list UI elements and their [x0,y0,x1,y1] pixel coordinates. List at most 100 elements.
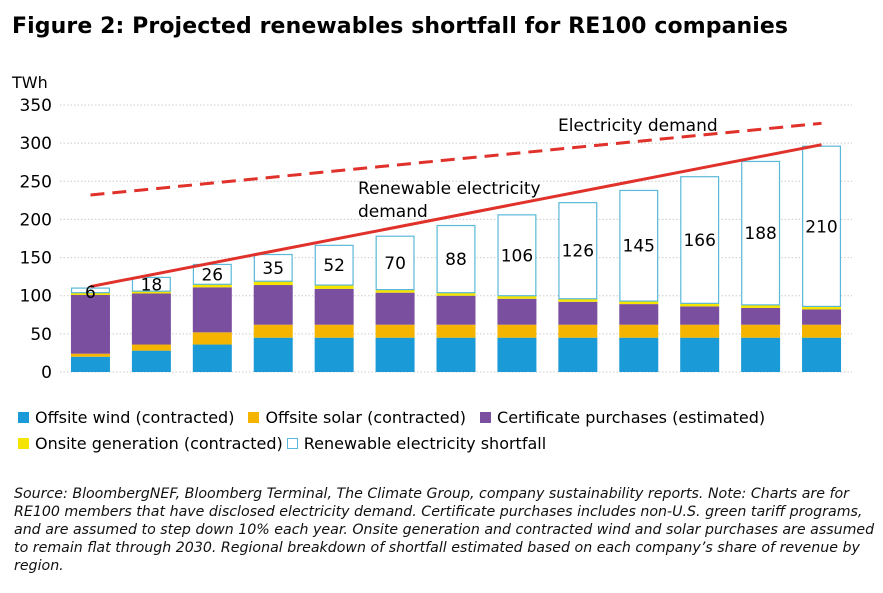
legend-label-shortfall: Renewable electricity shortfall [303,433,547,453]
shortfall-data-label: 126 [562,242,594,262]
bar-segment [70,292,110,295]
bar-segment [802,306,842,310]
bar-segment [619,324,659,338]
legend-swatch-offsite-wind [18,411,29,423]
bar-segment [741,307,781,325]
y-tick-label: 0 [41,363,52,383]
bar-segment [680,176,720,304]
legend-item-offsite-solar: Offsite solar (contracted) [248,408,466,427]
shortfall-data-label: 18 [141,275,163,295]
bar-segment [70,294,110,354]
bar-segment [497,324,537,338]
renewable-demand-line [90,143,822,289]
bar-segment [375,324,415,338]
legend-item-onsite: Onsite generation (contracted) [18,434,283,453]
bar-segment [619,337,659,372]
bar-segment [131,276,171,292]
shortfall-data-label: 166 [683,231,715,251]
shortfall-data-label: 188 [744,224,776,244]
bar-segment [558,298,598,302]
bar-segment [497,298,537,325]
shortfall-data-label: 145 [623,237,655,257]
bar-segment [192,344,232,372]
bar-segment [497,337,537,372]
bar-segment [131,350,171,372]
bar-segment [70,356,110,372]
bar-segment [741,160,781,306]
bar-segment [70,353,110,357]
y-tick-label: 200 [20,210,52,230]
bar-segment [680,324,720,338]
bar-segment [131,344,171,351]
shortfall-data-label: 210 [805,217,837,237]
bar-segment [192,284,232,288]
y-tick-label: 50 [30,325,52,345]
shortfall-data-label: 26 [201,265,223,285]
legend-item-shortfall: Renewable electricity shortfall [286,433,547,453]
shortfall-data-label: 88 [445,250,467,270]
legend-item-certificates: Certificate purchases (estimated) [480,408,765,427]
bar-segment [619,304,659,325]
bar-segment [802,337,842,372]
bar-segment [741,324,781,338]
legend-swatch-onsite [18,437,29,449]
y-tick-label: 250 [20,172,52,192]
legend-swatch-shortfall [286,437,298,449]
bar-segment [680,337,720,372]
bar-segment [436,292,476,296]
bar-segment [436,324,476,338]
legend: Offsite wind (contracted) Offsite solar … [18,404,878,456]
bar-segment [741,304,781,308]
annotation-electricity-demand: Electricity demand [558,116,718,136]
shortfall-data-label: 70 [384,254,406,274]
bar-segment [70,287,110,294]
shortfall-data-label: 106 [501,246,533,266]
bar-segment [131,291,171,294]
annotation-renewable-demand-line2: demand [358,202,428,222]
legend-label-offsite-wind: Offsite wind (contracted) [35,407,235,427]
shortfall-data-label: 52 [323,256,345,276]
bar-segment [558,337,598,372]
bar-segment [375,289,415,293]
bar-segment [558,324,598,338]
bar-segment [314,285,354,289]
bar-segment [680,303,720,307]
electricity-demand-line [90,121,822,197]
bar-segment [314,324,354,338]
bar-segment [741,337,781,372]
bar-segment [497,214,537,297]
bar-segment [558,301,598,325]
shortfall-data-label: 6 [85,283,96,303]
y-axis-label: TWh [11,73,48,92]
bar-segment [253,285,293,325]
legend-row-2: Onsite generation (contracted) Renewable… [18,430,878,456]
bar-segment [314,288,354,325]
legend-item-offsite-wind: Offsite wind (contracted) [18,408,234,427]
bar-segment [619,189,659,302]
y-tick-label: 350 [20,96,52,116]
bar-segment [375,337,415,372]
bar-segment [375,235,415,291]
bar-segment [436,224,476,294]
legend-label-offsite-solar: Offsite solar (contracted) [265,407,467,427]
annotation-renewable-demand-line1: Renewable electricity [358,179,541,199]
bar-segment [253,281,293,286]
bar-segment [436,337,476,372]
legend-label-certificates: Certificate purchases (estimated) [497,407,766,427]
bar-segment [802,309,842,325]
bar-segment [131,293,171,345]
legend-row-1: Offsite wind (contracted) Offsite solar … [18,404,878,430]
bar-segment [802,324,842,338]
bar-segment [253,324,293,338]
shortfall-data-label: 35 [262,259,284,279]
figure-title: Figure 2: Projected renewables shortfall… [12,14,789,39]
bar-segment [558,202,598,300]
legend-swatch-offsite-solar [248,411,260,423]
bar-segment [436,295,476,325]
bar-segment [497,295,537,299]
source-note: Source: BloombergNEF, Bloomberg Terminal… [14,486,875,574]
legend-label-onsite: Onsite generation (contracted) [35,433,283,453]
y-tick-label: 300 [20,134,52,154]
y-tick-label: 150 [20,249,52,269]
bar-segment [619,301,659,305]
